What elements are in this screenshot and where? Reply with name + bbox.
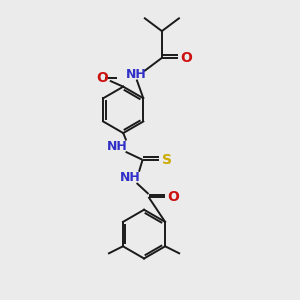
Text: NH: NH bbox=[120, 171, 141, 184]
Text: NH: NH bbox=[107, 140, 128, 153]
Text: S: S bbox=[162, 153, 172, 167]
Text: O: O bbox=[167, 190, 179, 204]
Text: O: O bbox=[96, 71, 108, 85]
Text: O: O bbox=[181, 51, 193, 65]
Text: NH: NH bbox=[126, 68, 147, 81]
